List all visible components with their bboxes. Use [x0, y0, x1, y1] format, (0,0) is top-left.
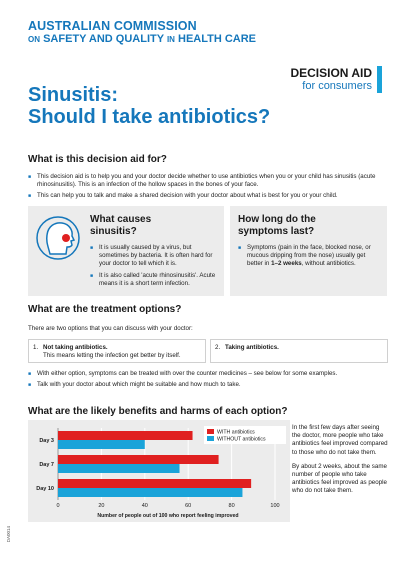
chart-x-tick-label: 20 [98, 503, 104, 509]
decision-aid-badge: DECISION AID for consumers [290, 66, 382, 93]
chart-legend-label: WITH antibiotics [217, 430, 255, 436]
purpose-bullet-2: This can help you to talk and make a sha… [28, 192, 388, 200]
treatment-bullet-2: Talk with your doctor about which might … [28, 381, 388, 389]
option-2-number: 2. [215, 344, 221, 351]
chart-legend-swatch [207, 429, 214, 434]
benefits-explanation: In the first few days after seeing the d… [292, 424, 388, 502]
benefit-bar-chart: 0 20 40 60 80 100 Day 3 Day 7 Day 10 WITH antibi… [28, 420, 290, 522]
option-1-number: 1. [33, 344, 39, 351]
section-treatment: What are the treatment options? There ar… [28, 304, 388, 333]
chart-x-tick-label: 40 [142, 503, 148, 509]
chart-bar [58, 455, 219, 464]
option-1-box: 1. Not taking antibiotics. This means le… [28, 339, 206, 363]
purpose-bullet-1: This decision aid is to help you and you… [28, 173, 388, 189]
section-benefits-heading: What are the likely benefits and harms o… [28, 406, 288, 417]
chart-bar [58, 464, 180, 473]
box-duration-list: Symptoms (pain in the face, blocked nose… [238, 244, 380, 269]
org-name-line1: AUSTRALIAN COMMISSION [28, 19, 197, 33]
option-2-box: 2. Taking antibiotics. [210, 339, 388, 363]
causes-bullet-2: It is also called 'acute rhinosinusitis'… [90, 272, 218, 288]
section-benefits: What are the likely benefits and harms o… [28, 406, 388, 421]
chart-x-tick-label: 100 [270, 503, 279, 509]
duration-text-bold: 1–2 weeks [271, 260, 302, 268]
chart-legend-box [204, 426, 286, 444]
box-duration: How long do the symptoms last? Symptoms … [230, 206, 387, 296]
head-profile-icon [36, 216, 80, 260]
section-treatment-heading: What are the treatment options? [28, 304, 182, 315]
page-title: Sinusitis: Should I take antibiotics? [28, 84, 270, 128]
chart-x-tick-label: 60 [185, 503, 191, 509]
treatment-bullet-1: With either option, symptoms can be trea… [28, 370, 388, 378]
badge-title: DECISION AID [290, 66, 372, 80]
treatment-intro: There are two options that you can discu… [28, 325, 193, 332]
chart-legend-label: WITHOUT antibiotics [217, 437, 266, 443]
treatment-notes: With either option, symptoms can be trea… [28, 370, 388, 392]
causes-bullet-1: It is usually caused by a virus, but som… [90, 244, 218, 269]
badge-accent-bar [377, 66, 382, 93]
benefits-text-2: By about 2 weeks, about the same number … [292, 462, 387, 495]
duration-bullet: Symptoms (pain in the face, blocked nose… [238, 244, 380, 269]
org-health: HEALTH CARE [178, 33, 257, 45]
chart-bar [58, 479, 252, 488]
chart-category-label: Day 3 [39, 438, 54, 444]
org-name-line2: ON SAFETY AND QUALITY IN HEALTH CARE [28, 33, 256, 46]
box-causes-list: It is usually caused by a virus, but som… [90, 244, 218, 291]
chart-bar [58, 440, 145, 449]
duration-text-start: Symptoms (pain in the face, blocked nose… [247, 244, 371, 268]
option-2-text: Taking antibiotics. [225, 344, 279, 352]
box-causes: What causes sinusitis? It is usually cau… [28, 206, 224, 296]
section-purpose-heading: What is this decision aid for? [28, 154, 167, 165]
option-1-text: Not taking antibiotics. This means letti… [43, 344, 181, 360]
duration-text-end: , without antibiotics. [301, 260, 356, 268]
org-on: ON [28, 35, 40, 44]
benefits-text-1: In the first few days after seeing the d… [292, 424, 388, 456]
box-causes-heading: What causes sinusitis? [90, 214, 151, 238]
organisation-logo: AUSTRALIAN COMMISSION ON SAFETY AND QUAL… [28, 20, 256, 46]
chart-x-tick-label: 0 [56, 503, 59, 509]
document-code: DA0014 [6, 526, 11, 543]
box-causes-heading-line1: What causes [90, 214, 152, 225]
title-line1: Sinusitis: [28, 84, 119, 106]
box-duration-heading: How long do the symptoms last? [238, 214, 316, 238]
box-duration-heading-line1: How long do the [238, 214, 316, 225]
option-1-desc: This means letting the infection get bet… [43, 352, 181, 360]
box-causes-heading-line2: sinusitis? [90, 226, 137, 237]
chart-category-label: Day 10 [36, 486, 54, 492]
chart-legend-swatch [207, 436, 214, 441]
chart-bar [58, 431, 193, 440]
option-1-title: Not taking antibiotics. [43, 344, 108, 351]
org-safety: SAFETY AND QUALITY [43, 33, 164, 45]
chart-x-axis-label: Number of people out of 100 who report f… [97, 513, 238, 519]
option-2-title: Taking antibiotics. [225, 344, 279, 351]
section-purpose: What is this decision aid for? This deci… [28, 154, 388, 204]
title-line2: Should I take antibiotics? [28, 106, 271, 128]
badge-subtitle: for consumers [302, 80, 372, 92]
chart-x-tick-label: 80 [229, 503, 235, 509]
chart-category-label: Day 7 [39, 462, 54, 468]
box-duration-heading-line2: symptoms last? [238, 226, 315, 237]
org-in: IN [166, 35, 175, 44]
chart-bar [58, 488, 243, 497]
